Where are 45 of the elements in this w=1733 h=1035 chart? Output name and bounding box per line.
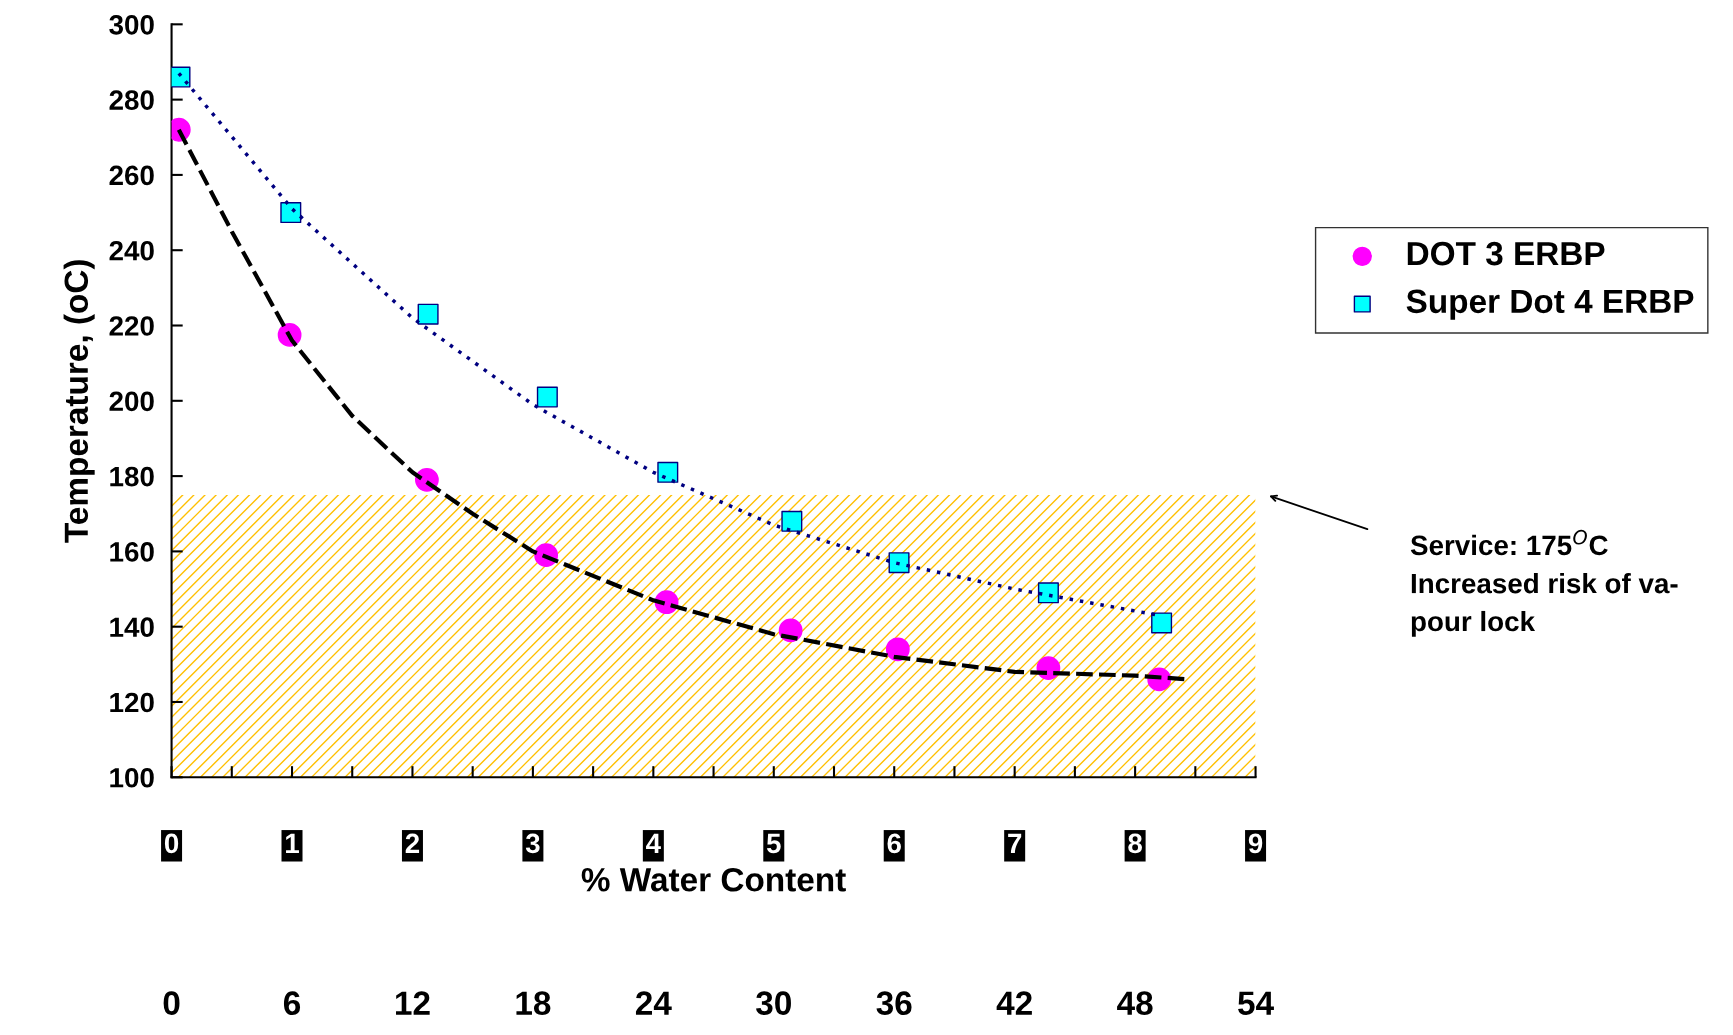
point: [781, 510, 803, 532]
x2-tick-label: 12: [396, 991, 430, 1015]
x-tick-label: 1: [286, 833, 299, 853]
legend-label: DOT 3 ERBP: [1407, 241, 1605, 266]
x-tick-label: 6: [887, 833, 901, 854]
x2-tick-label: 6: [283, 991, 301, 1015]
point: [536, 386, 558, 408]
y-tick-label: 180: [110, 466, 154, 487]
point: [280, 202, 302, 224]
y-tick-label: 120: [110, 692, 154, 713]
y-tick-label: 140: [110, 617, 154, 638]
x2-tick-label: 30: [756, 991, 791, 1016]
point: [171, 66, 191, 88]
x-tick-label: 5: [766, 833, 781, 854]
x2-tick-label: 48: [1117, 991, 1153, 1015]
point: [1037, 582, 1059, 604]
x2-tick-label: 54: [1238, 991, 1274, 1015]
legend-label: Super Dot 4 ERBP: [1406, 289, 1694, 320]
x-tick-label: 0: [164, 833, 179, 854]
y-tick-label: 260: [109, 165, 154, 186]
y-tick-label: 160: [110, 542, 154, 562]
text: Service: 175$^{O}$C Increased risk of va- pour lock: [1410, 529, 1678, 637]
point: [1151, 612, 1173, 634]
x-tick-label: 2: [405, 833, 420, 853]
x2-tick-label: 36: [876, 991, 912, 1016]
y-tick-label: 300: [109, 14, 154, 35]
point: [417, 303, 439, 325]
x-tick-label: 4: [646, 833, 661, 853]
x-axis-title: % Water Content: [581, 867, 846, 892]
y-tick-label: 220: [109, 316, 154, 336]
y-tick-label: 240: [109, 240, 154, 261]
x2-tick-label: 18: [516, 991, 551, 1015]
point: [888, 552, 910, 574]
y-tick-label: 100: [110, 767, 154, 788]
x2-tick-label: 24: [635, 991, 672, 1015]
y-axis-title: Temperature, (oC): [63, 260, 95, 543]
y-tick-label: 280: [109, 90, 154, 110]
x-tick-label: 8: [1128, 833, 1142, 854]
x2-tick-label: 0: [163, 991, 180, 1015]
y-tick-label: 200: [109, 391, 154, 412]
x-tick-label: 7: [1008, 833, 1022, 853]
x2-tick-label: 42: [996, 991, 1032, 1015]
x-tick-label: 9: [1248, 833, 1263, 854]
point: [657, 461, 679, 483]
x-tick-label: 3: [525, 833, 540, 854]
